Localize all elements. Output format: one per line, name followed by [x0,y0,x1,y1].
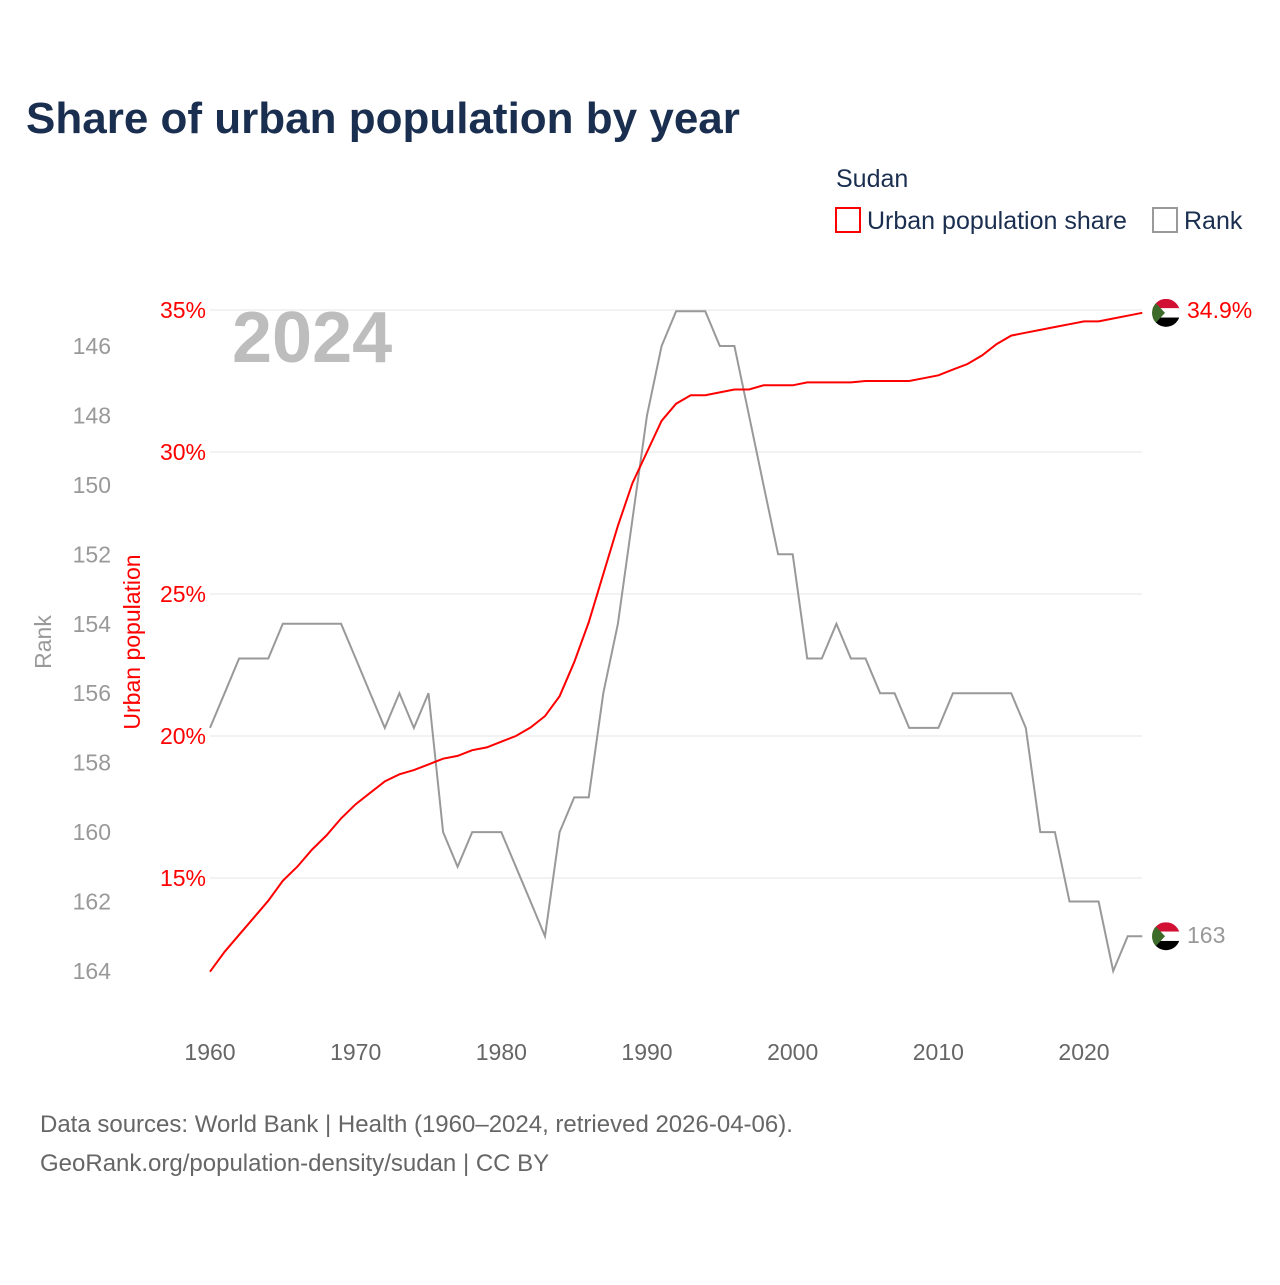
gridlines [210,309,1142,879]
urban-tick-label: 25% [160,581,206,607]
rank-tick-label: 152 [73,541,111,567]
sudan-flag-icon [1152,298,1180,327]
urban-tick-label: 30% [160,439,206,465]
legend-country: Sudan [836,165,908,193]
rank-tick-label: 160 [73,819,111,845]
source-line-2: GeoRank.org/population-density/sudan | C… [40,1150,549,1177]
x-tick-label: 2010 [913,1039,964,1065]
sudan-flag-icon [1152,922,1180,951]
x-tick-label: 1990 [621,1039,672,1065]
rank-series-line [209,310,1143,975]
chart-title: Share of urban population by year [26,94,740,143]
rank-tick-label: 158 [73,750,111,776]
rank-tick-label: 148 [73,402,111,428]
source-line-1: Data sources: World Bank | Health (1960–… [40,1111,793,1138]
legend: Sudan Urban population share Rank [835,165,1243,235]
x-tick-label: 2020 [1058,1039,1109,1065]
x-tick-label: 1980 [476,1039,527,1065]
urban-tick-label: 35% [160,297,206,323]
rank-tick-label: 164 [73,958,112,984]
year-watermark: 2024 [232,298,392,378]
rank-tick-label: 150 [73,472,111,498]
urban-end-label: 34.9% [1187,297,1252,323]
x-tick-label: 1960 [184,1039,235,1065]
rank-end-label: 163 [1187,922,1225,948]
legend-label-urban: Urban population share [867,207,1127,235]
legend-swatch-urban [835,207,861,233]
urban-axis-label: Urban population [119,554,145,729]
legend-label-rank: Rank [1184,207,1243,235]
legend-swatch-rank [1152,207,1178,233]
x-tick-label: 1970 [330,1039,381,1065]
urban-series-line [209,311,1143,973]
rank-tick-label: 162 [73,889,111,915]
rank-tick-label: 146 [73,333,111,359]
urban-tick-label: 20% [160,723,206,749]
x-tick-label: 2000 [767,1039,818,1065]
rank-tick-label: 154 [73,611,112,637]
rank-tick-label: 156 [73,680,111,706]
axis-ticks: 35% 30% 25% 20% 15% 146 148 150 152 154 156 158 160 1… [73,297,1110,1065]
urban-tick-label: 15% [160,865,206,891]
rank-axis-label: Rank [30,615,56,669]
